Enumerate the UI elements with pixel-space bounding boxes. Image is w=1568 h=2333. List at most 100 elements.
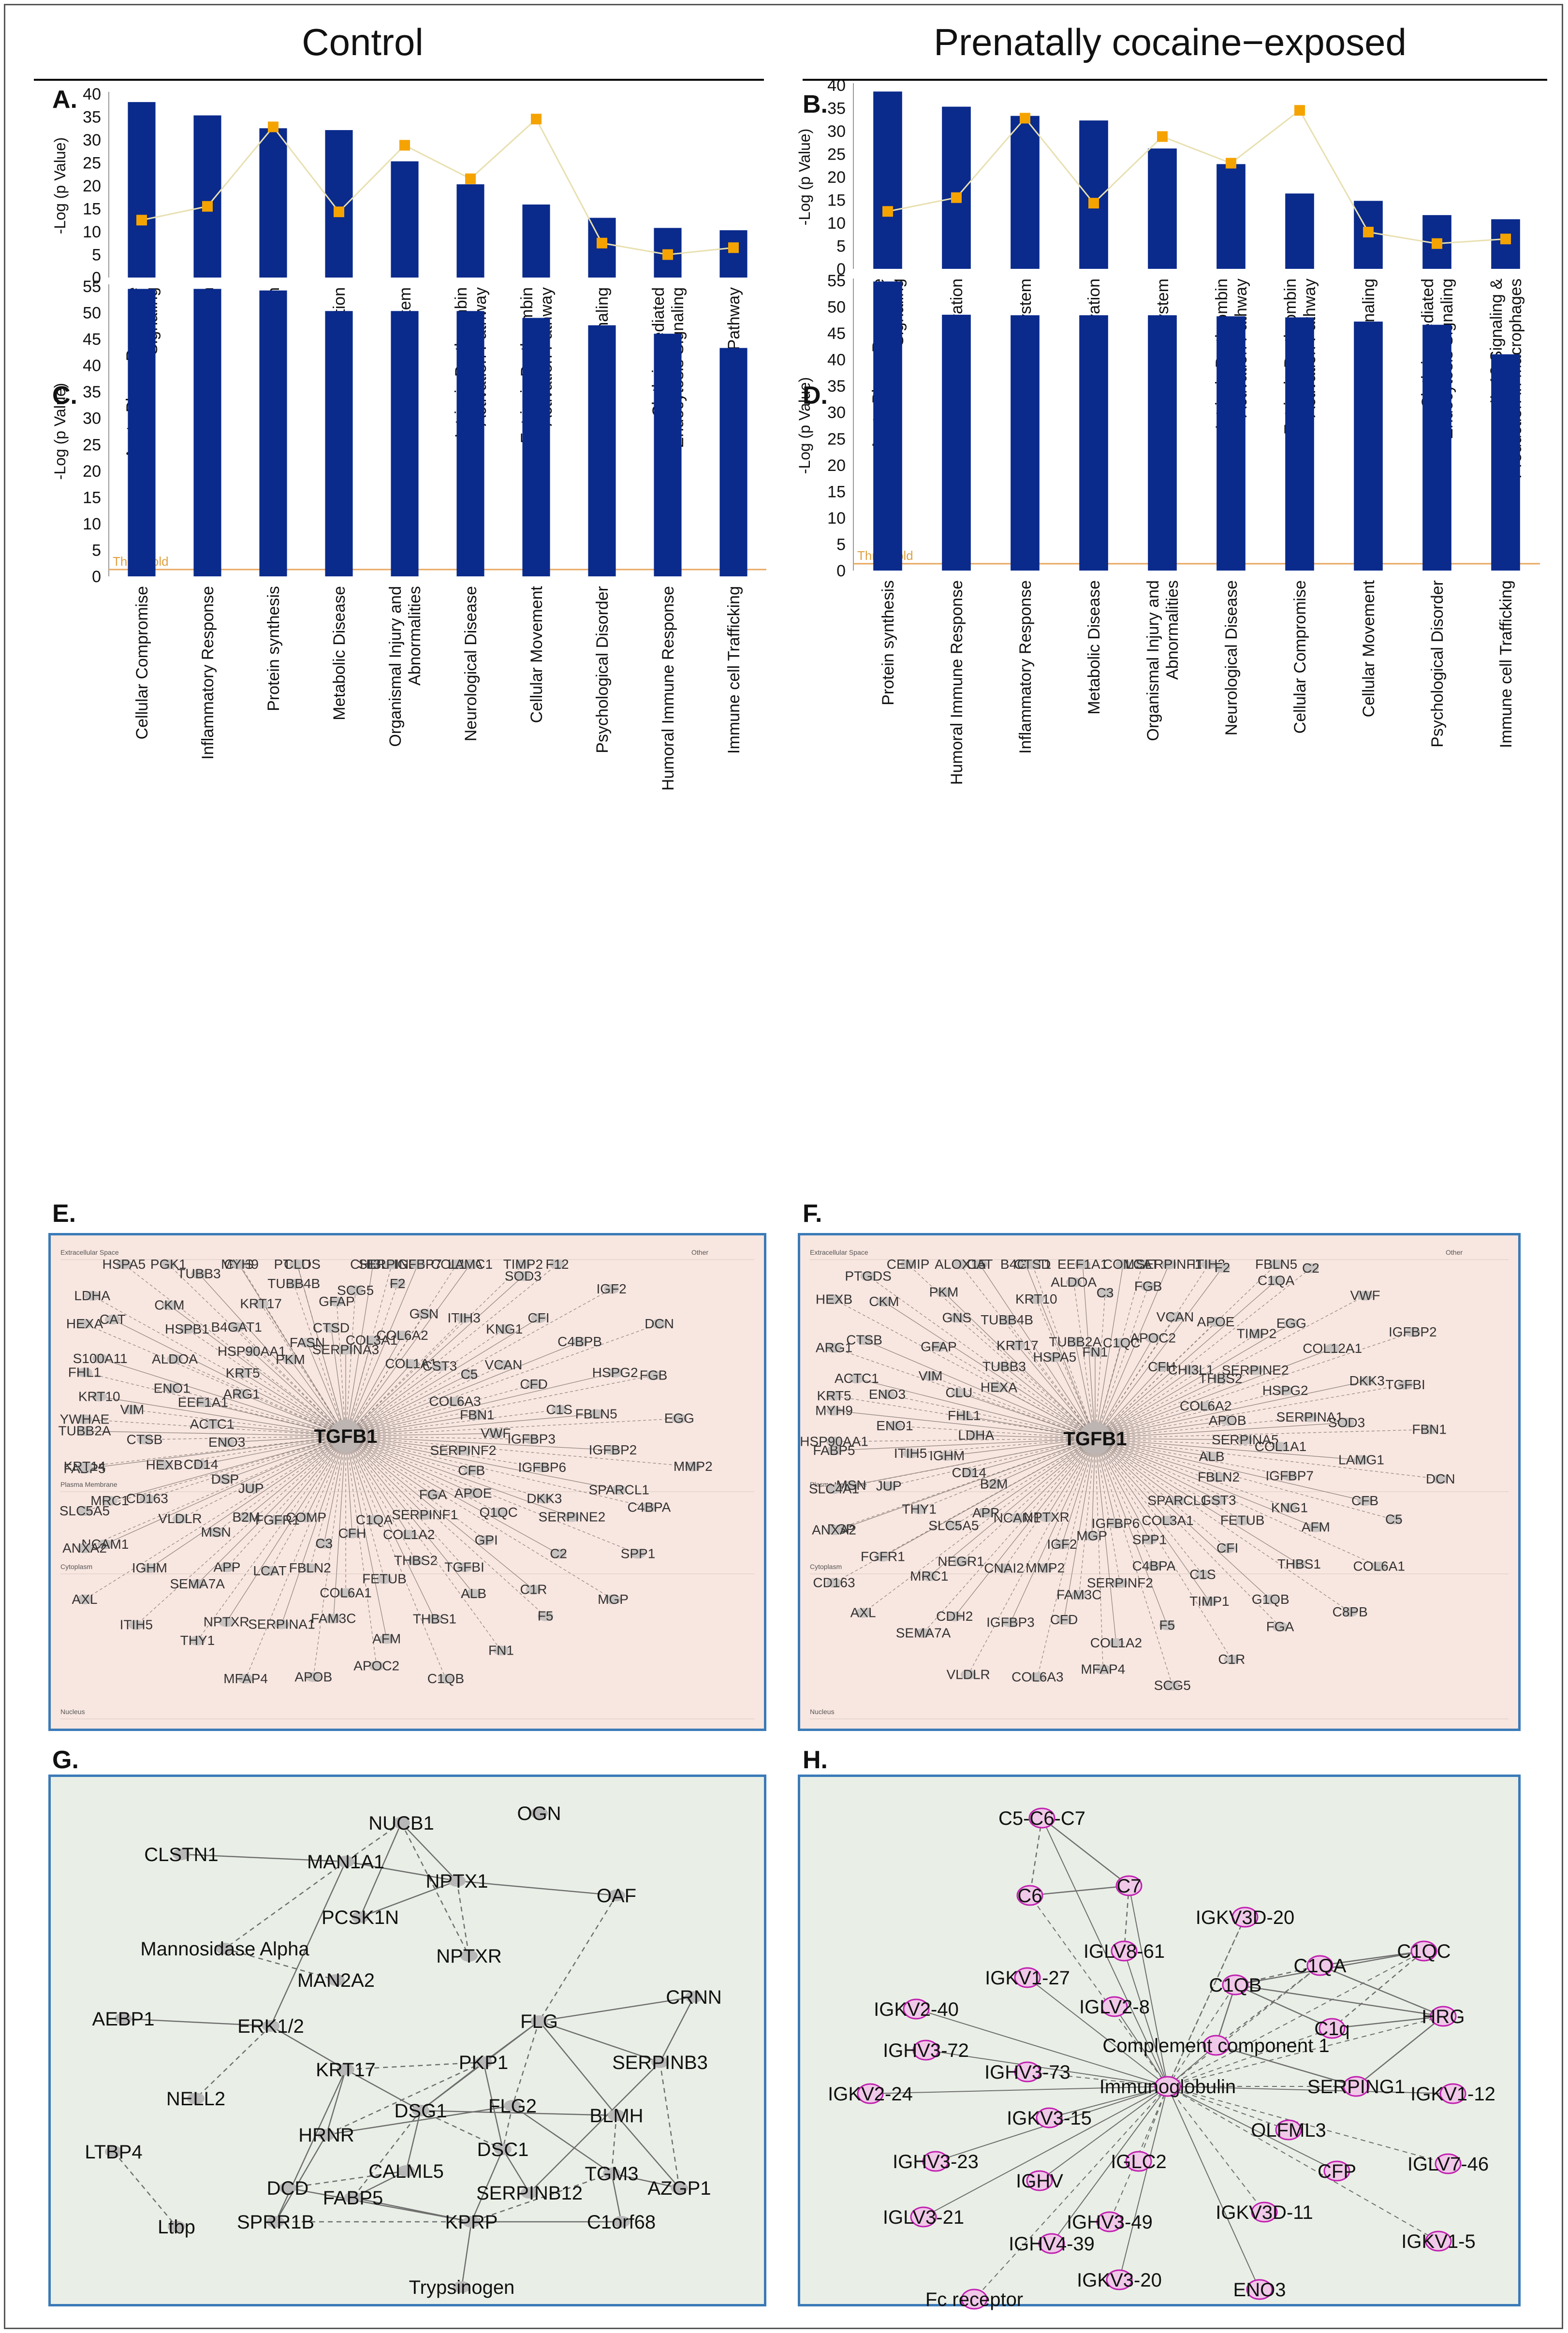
node-shape xyxy=(1145,1333,1161,1343)
node-gfap: GFAP xyxy=(319,1294,355,1309)
node-tgfbi: TGFBI xyxy=(1385,1377,1425,1392)
edge xyxy=(1095,1438,1290,1476)
node-igkv3d-11: IGKV3D-11 xyxy=(1216,2202,1313,2223)
node-c6: C6 xyxy=(1017,1885,1042,1907)
node-shape xyxy=(298,1512,314,1523)
node-shape xyxy=(403,1359,419,1369)
node-nptxr: NPTXR xyxy=(1024,1510,1070,1525)
node-shape xyxy=(996,1563,1012,1573)
node-col3a1: COL3A1 xyxy=(1142,1513,1193,1528)
node-actc1: ACTC1 xyxy=(835,1371,879,1386)
ratio-marker xyxy=(662,249,673,260)
edge xyxy=(345,1276,524,1437)
y-tick-label: 20 xyxy=(83,462,101,481)
edge xyxy=(269,1436,346,1571)
edge xyxy=(959,1393,1096,1439)
node-shape xyxy=(104,1315,120,1325)
edge xyxy=(345,1290,356,1437)
node-shape xyxy=(671,2182,688,2194)
node-shape xyxy=(195,1397,211,1408)
node-shape xyxy=(217,1474,233,1484)
node-shape xyxy=(449,1260,465,1269)
edge xyxy=(326,2105,513,2136)
node-ighm: IGHM xyxy=(132,1560,167,1575)
node-shape xyxy=(116,1260,132,1269)
node-shape xyxy=(526,1585,542,1595)
node-comp: COMP xyxy=(286,1510,326,1525)
panel-label-h: H. xyxy=(803,1746,828,1774)
node-fn1: FN1 xyxy=(488,1643,514,1658)
node-col6a1: COL6A1 xyxy=(1353,1559,1405,1574)
node-shape xyxy=(128,1620,144,1630)
compartment-label: Plasma Membrane xyxy=(60,1481,117,1488)
node-scg5: SCG5 xyxy=(337,1283,374,1298)
category-label: Psychological Disorder xyxy=(593,586,612,753)
y-tick-label: 35 xyxy=(83,383,101,401)
edge xyxy=(1036,1299,1096,1439)
category-label-line: Abnormalities xyxy=(406,586,424,686)
ratio-marker xyxy=(1226,158,1236,169)
node-krt17: KRT17 xyxy=(240,1296,282,1311)
node-shape xyxy=(1159,1620,1175,1630)
node-shape xyxy=(191,1269,207,1279)
node-mfap4: MFAP4 xyxy=(223,1671,268,1686)
node-fbln2: FBLN2 xyxy=(1198,1469,1240,1484)
node-col1a1: COL1A1 xyxy=(385,1356,437,1371)
node-shape xyxy=(282,1354,298,1365)
edge xyxy=(976,1435,1096,1439)
edge xyxy=(1235,1984,1333,2029)
node-cfh: CFH xyxy=(1148,1359,1176,1374)
bar-acute-phase-response-signaling xyxy=(873,91,902,269)
edge xyxy=(1095,1332,1413,1439)
node-shape xyxy=(1319,2018,1346,2039)
node-app: APP xyxy=(972,1505,999,1520)
node-flg2: FLG2 xyxy=(488,2096,537,2117)
node-col3a1: COL3A1 xyxy=(346,1333,397,1348)
node-shape xyxy=(379,1634,395,1644)
node-hexb: HEXB xyxy=(816,1291,852,1306)
node-col1a2: COL1A2 xyxy=(1090,1635,1142,1650)
edge xyxy=(1095,1438,1280,1627)
edge xyxy=(345,1264,418,1437)
node-mfap4: MFAP4 xyxy=(1081,1662,1125,1677)
edge xyxy=(456,1880,617,1896)
node-shape xyxy=(1038,2233,1065,2254)
node-cemip: CEMIP xyxy=(887,1257,930,1272)
node-shape xyxy=(1087,1347,1103,1357)
bar-fxr-rxr-activation xyxy=(325,130,353,278)
category-label: Organismal Injury and Abnormalities xyxy=(386,586,424,747)
node-shape xyxy=(1154,1362,1170,1372)
bar-complement-system xyxy=(259,128,287,278)
category-label-line: Cellular Movement xyxy=(528,586,546,723)
node-actc1: ACTC1 xyxy=(190,1417,234,1432)
node-shape xyxy=(1164,1681,1180,1691)
node-hexa: HEXA xyxy=(66,1316,103,1331)
node-shape xyxy=(1140,1281,1156,1291)
node-shape xyxy=(323,1323,339,1333)
edge xyxy=(1095,1438,1290,1508)
edge xyxy=(964,1415,1096,1439)
edge xyxy=(345,1822,402,1863)
edge xyxy=(242,1373,346,1437)
node-flg: FLG xyxy=(520,2011,558,2032)
node-pgk1: PGK1 xyxy=(150,1257,187,1272)
node-shape xyxy=(876,1297,892,1307)
node-ldha: LDHA xyxy=(74,1288,110,1303)
node-shape xyxy=(344,1528,360,1539)
node-shape xyxy=(1433,1474,1449,1484)
edge xyxy=(1029,1885,1129,1896)
node-igfbp3: IGFBP3 xyxy=(507,1432,556,1447)
node-shape xyxy=(219,1562,235,1572)
node-ighv3-72: IGHV3-72 xyxy=(883,2040,969,2061)
node-apoe: APOE xyxy=(454,1486,492,1501)
node-shape xyxy=(306,1672,322,1682)
ratio-marker xyxy=(882,206,893,217)
edge xyxy=(1095,1280,1276,1439)
node-itih5: ITIH5 xyxy=(120,1617,153,1632)
edge xyxy=(345,1436,542,1468)
edge xyxy=(345,1289,612,1437)
node-itih3: ITIH3 xyxy=(447,1310,480,1325)
node-shape xyxy=(860,1271,876,1281)
node-shape xyxy=(327,1974,345,1986)
node-shape xyxy=(530,1807,548,1819)
